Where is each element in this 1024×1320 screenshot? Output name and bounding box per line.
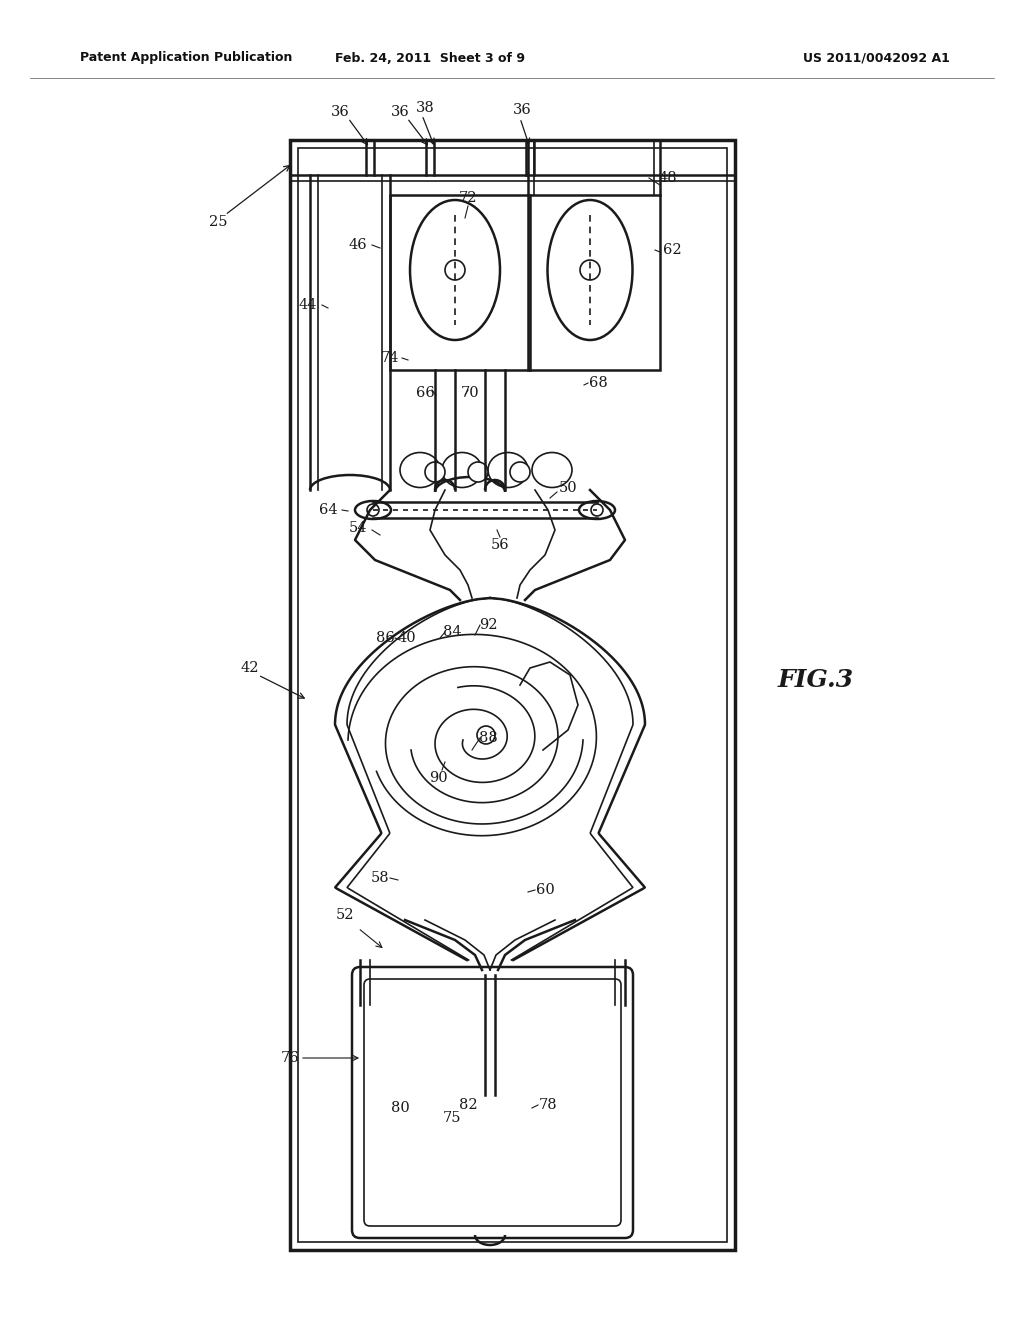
Text: 88: 88 [478, 731, 498, 744]
Text: 74: 74 [381, 351, 399, 366]
Text: Patent Application Publication: Patent Application Publication [80, 51, 293, 65]
Ellipse shape [548, 201, 633, 341]
Circle shape [477, 726, 495, 744]
Text: Feb. 24, 2011  Sheet 3 of 9: Feb. 24, 2011 Sheet 3 of 9 [335, 51, 525, 65]
Text: US 2011/0042092 A1: US 2011/0042092 A1 [803, 51, 950, 65]
Text: 62: 62 [663, 243, 681, 257]
Text: 64: 64 [318, 503, 337, 517]
Text: 54: 54 [349, 521, 368, 535]
Circle shape [591, 504, 603, 516]
Text: 44: 44 [299, 298, 317, 312]
Circle shape [468, 462, 488, 482]
Text: 84: 84 [442, 624, 462, 639]
Text: 70: 70 [461, 385, 479, 400]
Text: 76: 76 [281, 1051, 299, 1065]
Circle shape [510, 462, 530, 482]
Text: 66: 66 [416, 385, 434, 400]
Text: 36: 36 [331, 106, 349, 119]
Text: 36: 36 [390, 106, 410, 119]
Text: 80: 80 [390, 1101, 410, 1115]
Bar [390, 195, 530, 370]
Text: 90: 90 [429, 771, 447, 785]
Text: 86: 86 [376, 631, 394, 645]
Text: 72: 72 [459, 191, 477, 205]
Text: 42: 42 [241, 661, 259, 675]
Text: 36: 36 [513, 103, 531, 117]
Bar [528, 195, 660, 370]
Text: 82: 82 [459, 1098, 477, 1111]
Circle shape [367, 504, 379, 516]
Circle shape [425, 462, 445, 482]
Text: 75: 75 [442, 1111, 461, 1125]
Ellipse shape [579, 502, 615, 519]
Text: 38: 38 [416, 102, 434, 115]
Text: 68: 68 [589, 376, 607, 389]
Text: 58: 58 [371, 871, 389, 884]
Text: 60: 60 [536, 883, 554, 898]
Ellipse shape [410, 201, 500, 341]
Text: 25: 25 [209, 215, 227, 228]
Text: 92: 92 [479, 618, 498, 632]
Circle shape [580, 260, 600, 280]
Text: 50: 50 [559, 480, 578, 495]
Text: 46: 46 [349, 238, 368, 252]
Circle shape [445, 260, 465, 280]
Text: 52: 52 [336, 908, 354, 921]
Text: 78: 78 [539, 1098, 557, 1111]
Text: 56: 56 [490, 539, 509, 552]
Ellipse shape [355, 502, 391, 519]
Text: FIG.3: FIG.3 [778, 668, 854, 692]
Text: 48: 48 [658, 172, 677, 185]
Text: 40: 40 [397, 631, 417, 645]
